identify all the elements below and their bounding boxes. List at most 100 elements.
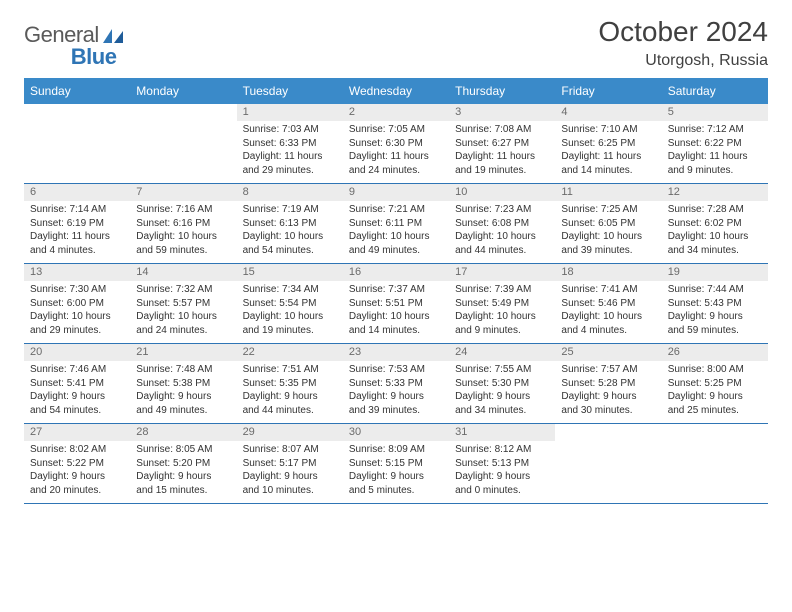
day-number: 25 bbox=[555, 344, 661, 361]
day-number: 24 bbox=[449, 344, 555, 361]
day-number: 18 bbox=[555, 264, 661, 281]
calendar-day-cell: 22Sunrise: 7:51 AMSunset: 5:35 PMDayligh… bbox=[237, 344, 343, 424]
sunset-text: Sunset: 5:30 PM bbox=[455, 377, 549, 391]
day-details: Sunrise: 7:10 AMSunset: 6:25 PMDaylight:… bbox=[555, 121, 661, 183]
day-details: Sunrise: 7:53 AMSunset: 5:33 PMDaylight:… bbox=[343, 361, 449, 423]
sunrise-text: Sunrise: 7:23 AM bbox=[455, 203, 549, 217]
day-number: 23 bbox=[343, 344, 449, 361]
logo-text-blue: Blue bbox=[71, 44, 117, 70]
day-number: 10 bbox=[449, 184, 555, 201]
sunset-text: Sunset: 5:25 PM bbox=[668, 377, 762, 391]
sunset-text: Sunset: 6:25 PM bbox=[561, 137, 655, 151]
calendar-day-cell: 10 Sunrise: 7:23 AMSunset: 6:08 PMDayligh… bbox=[449, 184, 555, 264]
day-details: Sunrise: 7:12 AMSunset: 6:22 PMDaylight:… bbox=[662, 121, 768, 183]
weekday-header: Sunday bbox=[24, 78, 130, 104]
daylight-text: Daylight: 9 hours and 49 minutes. bbox=[136, 390, 230, 417]
daylight-text: Daylight: 9 hours and 34 minutes. bbox=[455, 390, 549, 417]
sunrise-text: Sunrise: 7:16 AM bbox=[136, 203, 230, 217]
day-details: Sunrise: 8:12 AMSunset: 5:13 PMDaylight:… bbox=[449, 441, 555, 503]
sunset-text: Sunset: 6:22 PM bbox=[668, 137, 762, 151]
day-details: Sunrise: 8:02 AMSunset: 5:22 PMDaylight:… bbox=[24, 441, 130, 503]
calendar-day-cell: 20Sunrise: 7:46 AMSunset: 5:41 PMDayligh… bbox=[24, 344, 130, 424]
day-details: Sunrise: 7:21 AMSunset: 6:11 PMDaylight:… bbox=[343, 201, 449, 263]
calendar-day-cell: 18 Sunrise: 7:41 AMSunset: 5:46 PMDayligh… bbox=[555, 264, 661, 344]
day-number: 30 bbox=[343, 424, 449, 441]
day-details: Sunrise: 7:28 AMSunset: 6:02 PMDaylight:… bbox=[662, 201, 768, 263]
calendar-day-cell bbox=[555, 424, 661, 504]
daylight-text: Daylight: 10 hours and 4 minutes. bbox=[561, 310, 655, 337]
day-number: 6 bbox=[24, 184, 130, 201]
sunset-text: Sunset: 6:08 PM bbox=[455, 217, 549, 231]
sunset-text: Sunset: 6:33 PM bbox=[243, 137, 337, 151]
logo: General Blue bbox=[24, 18, 170, 48]
calendar-week-row: 20Sunrise: 7:46 AMSunset: 5:41 PMDayligh… bbox=[24, 344, 768, 424]
calendar-day-cell bbox=[130, 104, 236, 184]
calendar-day-cell: 28Sunrise: 8:05 AMSunset: 5:20 PMDayligh… bbox=[130, 424, 236, 504]
daylight-text: Daylight: 11 hours and 29 minutes. bbox=[243, 150, 337, 177]
daylight-text: Daylight: 9 hours and 25 minutes. bbox=[668, 390, 762, 417]
weekday-header: Thursday bbox=[449, 78, 555, 104]
calendar-day-cell: 4Sunrise: 7:10 AMSunset: 6:25 PMDaylight… bbox=[555, 104, 661, 184]
calendar-day-cell bbox=[662, 424, 768, 504]
calendar-day-cell: 2Sunrise: 7:05 AMSunset: 6:30 PMDaylight… bbox=[343, 104, 449, 184]
daylight-text: Daylight: 9 hours and 30 minutes. bbox=[561, 390, 655, 417]
sunset-text: Sunset: 5:51 PM bbox=[349, 297, 443, 311]
sunrise-text: Sunrise: 7:14 AM bbox=[30, 203, 124, 217]
day-details: Sunrise: 7:05 AMSunset: 6:30 PMDaylight:… bbox=[343, 121, 449, 183]
day-details: Sunrise: 7:19 AMSunset: 6:13 PMDaylight:… bbox=[237, 201, 343, 263]
daylight-text: Daylight: 10 hours and 49 minutes. bbox=[349, 230, 443, 257]
sunset-text: Sunset: 6:27 PM bbox=[455, 137, 549, 151]
sunset-text: Sunset: 5:38 PM bbox=[136, 377, 230, 391]
calendar-day-cell: 24 Sunrise: 7:55 AMSunset: 5:30 PMDayligh… bbox=[449, 344, 555, 424]
daylight-text: Daylight: 9 hours and 44 minutes. bbox=[243, 390, 337, 417]
daylight-text: Daylight: 10 hours and 44 minutes. bbox=[455, 230, 549, 257]
day-number: 29 bbox=[237, 424, 343, 441]
day-details: Sunrise: 7:30 AMSunset: 6:00 PMDaylight:… bbox=[24, 281, 130, 343]
daylight-text: Daylight: 10 hours and 34 minutes. bbox=[668, 230, 762, 257]
calendar-header-row: SundayMondayTuesdayWednesdayThursdayFrid… bbox=[24, 78, 768, 104]
day-number: 20 bbox=[24, 344, 130, 361]
sunset-text: Sunset: 5:28 PM bbox=[561, 377, 655, 391]
day-number: 5 bbox=[662, 104, 768, 121]
day-number: 31 bbox=[449, 424, 555, 441]
sunset-text: Sunset: 6:11 PM bbox=[349, 217, 443, 231]
sunset-text: Sunset: 5:20 PM bbox=[136, 457, 230, 471]
sunrise-text: Sunrise: 7:46 AM bbox=[30, 363, 124, 377]
sunset-text: Sunset: 5:17 PM bbox=[243, 457, 337, 471]
calendar-day-cell: 25Sunrise: 7:57 AMSunset: 5:28 PMDayligh… bbox=[555, 344, 661, 424]
day-details: Sunrise: 7:14 AMSunset: 6:19 PMDaylight:… bbox=[24, 201, 130, 263]
daylight-text: Daylight: 10 hours and 54 minutes. bbox=[243, 230, 337, 257]
sunrise-text: Sunrise: 7:51 AM bbox=[243, 363, 337, 377]
calendar-day-cell: 15Sunrise: 7:34 AMSunset: 5:54 PMDayligh… bbox=[237, 264, 343, 344]
daylight-text: Daylight: 10 hours and 39 minutes. bbox=[561, 230, 655, 257]
calendar-day-cell: 13Sunrise: 7:30 AMSunset: 6:00 PMDayligh… bbox=[24, 264, 130, 344]
sunrise-text: Sunrise: 7:55 AM bbox=[455, 363, 549, 377]
day-number: 8 bbox=[237, 184, 343, 201]
weekday-header: Monday bbox=[130, 78, 236, 104]
daylight-text: Daylight: 9 hours and 39 minutes. bbox=[349, 390, 443, 417]
day-details: Sunrise: 7:44 AMSunset: 5:43 PMDaylight:… bbox=[662, 281, 768, 343]
sunrise-text: Sunrise: 8:02 AM bbox=[30, 443, 124, 457]
daylight-text: Daylight: 9 hours and 20 minutes. bbox=[30, 470, 124, 497]
calendar-day-cell: 30Sunrise: 8:09 AMSunset: 5:15 PMDayligh… bbox=[343, 424, 449, 504]
daylight-text: Daylight: 9 hours and 5 minutes. bbox=[349, 470, 443, 497]
sunrise-text: Sunrise: 7:44 AM bbox=[668, 283, 762, 297]
day-details: Sunrise: 7:16 AMSunset: 6:16 PMDaylight:… bbox=[130, 201, 236, 263]
sunset-text: Sunset: 6:13 PM bbox=[243, 217, 337, 231]
day-details: Sunrise: 7:57 AMSunset: 5:28 PMDaylight:… bbox=[555, 361, 661, 423]
sunset-text: Sunset: 6:05 PM bbox=[561, 217, 655, 231]
sunset-text: Sunset: 5:46 PM bbox=[561, 297, 655, 311]
daylight-text: Daylight: 9 hours and 15 minutes. bbox=[136, 470, 230, 497]
daylight-text: Daylight: 10 hours and 29 minutes. bbox=[30, 310, 124, 337]
weekday-header: Friday bbox=[555, 78, 661, 104]
sunrise-text: Sunrise: 7:30 AM bbox=[30, 283, 124, 297]
sunset-text: Sunset: 6:16 PM bbox=[136, 217, 230, 231]
calendar-week-row: 27Sunrise: 8:02 AMSunset: 5:22 PMDayligh… bbox=[24, 424, 768, 504]
sunset-text: Sunset: 6:00 PM bbox=[30, 297, 124, 311]
sunrise-text: Sunrise: 7:41 AM bbox=[561, 283, 655, 297]
sunset-text: Sunset: 5:43 PM bbox=[668, 297, 762, 311]
daylight-text: Daylight: 10 hours and 9 minutes. bbox=[455, 310, 549, 337]
day-details: Sunrise: 7:34 AMSunset: 5:54 PMDaylight:… bbox=[237, 281, 343, 343]
sunset-text: Sunset: 6:02 PM bbox=[668, 217, 762, 231]
sunrise-text: Sunrise: 7:37 AM bbox=[349, 283, 443, 297]
